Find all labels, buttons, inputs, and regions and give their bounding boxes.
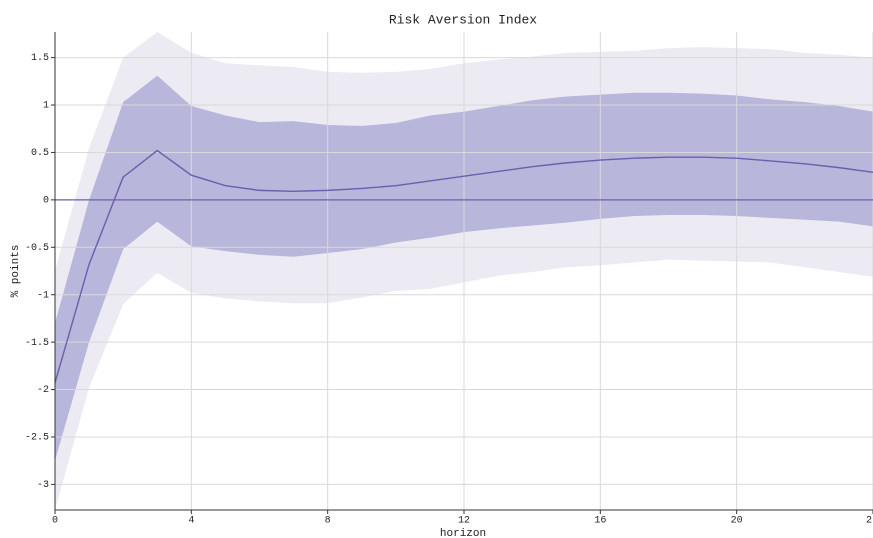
x-tick-label: 16 [594, 516, 606, 527]
chart-title: Risk Aversion Index [389, 12, 537, 27]
y-tick-label: 1.5 [31, 53, 49, 64]
x-tick-label: 2 [866, 516, 872, 527]
y-tick-label: -2 [37, 385, 49, 396]
y-tick-label: 1 [43, 101, 49, 112]
x-tick-label: 20 [731, 516, 743, 527]
x-tick-label: 0 [52, 516, 58, 527]
y-tick-label: 0 [43, 196, 49, 207]
y-tick-label: -1.5 [25, 338, 49, 349]
median-line [54, 149, 873, 384]
x-axis-label: horizon [440, 528, 486, 538]
y-tick-label: -3 [37, 480, 49, 491]
confidence-band [55, 75, 873, 461]
y-axis-label: % points [10, 245, 22, 298]
x-tick-label: 8 [325, 516, 331, 527]
y-tick-label: -2.5 [25, 433, 49, 444]
y-tick-label: -0.5 [25, 243, 49, 254]
x-tick-label: 12 [458, 516, 470, 527]
x-tick-label: 4 [188, 516, 194, 527]
y-tick-label: 0.5 [31, 148, 49, 159]
y-tick-label: -1 [37, 290, 49, 301]
